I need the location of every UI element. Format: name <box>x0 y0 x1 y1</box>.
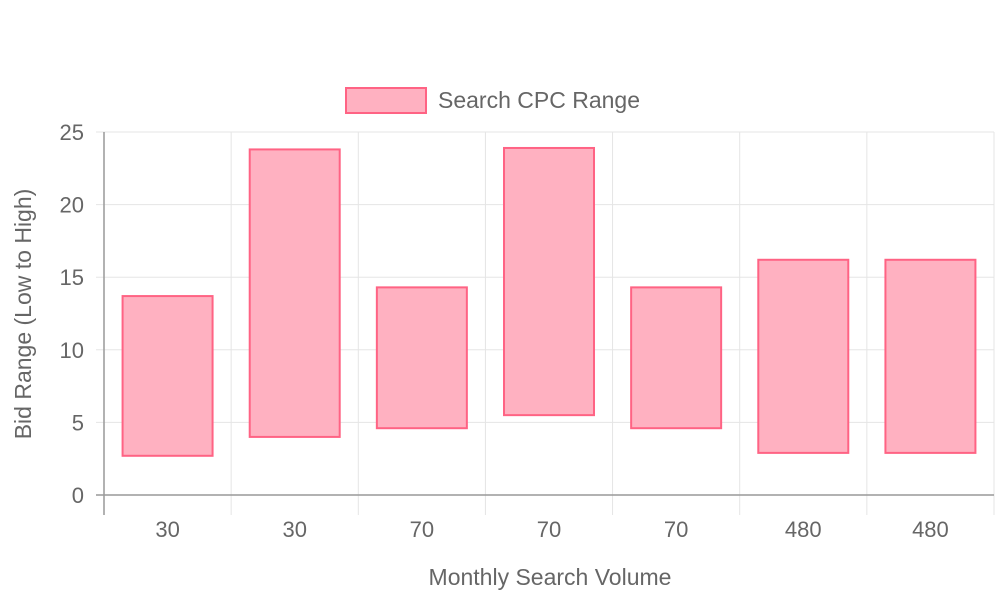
range-bar[interactable] <box>503 146 595 417</box>
y-tick-label: 20 <box>60 193 84 218</box>
y-tick-label: 10 <box>60 338 84 363</box>
x-tick-label: 70 <box>410 517 434 542</box>
legend[interactable]: Search CPC Range <box>345 87 640 114</box>
y-tick-label: 25 <box>60 120 84 145</box>
range-bar[interactable] <box>248 148 341 438</box>
range-bar[interactable] <box>630 286 723 430</box>
x-tick-label: 70 <box>537 517 561 542</box>
range-bar[interactable] <box>757 258 850 454</box>
x-axis-title: Monthly Search Volume <box>429 564 672 590</box>
x-tick-label: 70 <box>664 517 688 542</box>
axes <box>96 132 994 515</box>
y-tick-label: 15 <box>60 265 84 290</box>
y-tick-label: 5 <box>72 410 84 435</box>
legend-swatch[interactable] <box>345 87 427 114</box>
legend-label[interactable]: Search CPC Range <box>438 87 640 113</box>
x-tick-label: 30 <box>282 517 306 542</box>
x-tick-label: 480 <box>785 517 822 542</box>
range-bar[interactable] <box>121 295 214 457</box>
x-tick-label: 480 <box>912 517 949 542</box>
y-tick-label: 0 <box>72 483 84 508</box>
x-tick-label: 30 <box>155 517 179 542</box>
range-bar[interactable] <box>884 258 977 454</box>
range-bar[interactable] <box>375 286 468 430</box>
grid-lines <box>96 131 995 515</box>
bars <box>121 146 977 457</box>
y-axis-title: Bid Range (Low to High) <box>10 189 36 440</box>
tick-labels: 0 5 10 15 20 25 30 30 70 70 70 480 480 <box>60 120 949 542</box>
